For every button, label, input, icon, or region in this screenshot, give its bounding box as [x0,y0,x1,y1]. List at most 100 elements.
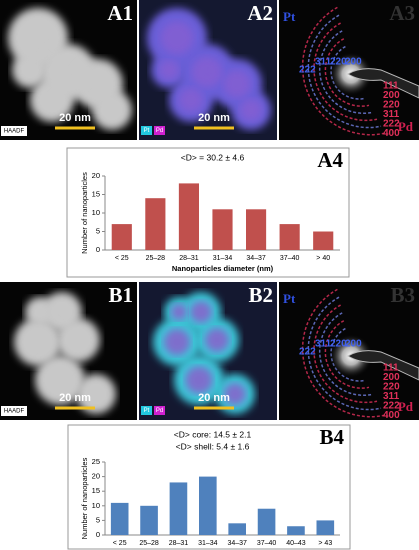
x-tick-label: 31–34 [213,255,233,262]
panel-label: A3 [389,1,415,25]
particle [35,355,85,405]
particle-core [224,383,246,405]
detector-box [1,406,27,416]
bar [313,231,334,250]
x-tick-label: 28–31 [169,540,189,547]
y-axis-label: Number of nanoparticles [80,172,89,254]
image-panel: 20 nm HAADF B1 [0,282,137,420]
y-tick-label: 5 [96,515,100,524]
particle-core [185,366,213,394]
y-tick-label: 10 [92,208,100,217]
chart-title: <D> = 30.2 ± 4.6 [181,152,245,162]
bar [212,209,233,250]
chart-frame [66,147,350,278]
particle [12,52,48,88]
x-tick-label: 25–28 [146,255,166,262]
ring-label: 200 [383,90,400,101]
bar [110,502,129,535]
diffraction-ring [307,14,382,129]
chart-title: <D> core: 14.5 ± 2.1 [174,429,252,439]
y-tick-label: 10 [92,501,100,510]
legend-box [154,406,165,415]
y-tick-label: 15 [92,189,100,198]
particle-core [191,56,223,88]
legend-box [141,126,152,135]
ring-label: 220 [383,100,400,111]
y-tick-label: 15 [92,486,100,495]
x-tick-label: 37–40 [257,540,277,547]
image-panel: 20 nm Pt Pd B2 [139,282,277,420]
particle-core [160,21,194,55]
chart-title: <D> shell: 5.4 ± 1.6 [176,441,250,451]
detector-label: HAADF [4,409,25,415]
element-label: Pt [283,9,296,24]
diffraction-ring [324,38,370,107]
ring-label: 311 [315,339,332,350]
panel-label: A4 [317,148,343,172]
diffraction-ring [330,327,366,382]
x-tick-label: > 43 [318,540,332,547]
particle-core [159,60,179,80]
bar [145,198,166,250]
y-tick-label: 5 [96,226,100,235]
particle [30,78,74,122]
x-tick-label: 40–43 [286,540,306,547]
scale-label: 20 nm [198,112,230,124]
panel-label: B4 [319,425,344,449]
particle-core [190,301,212,323]
diffraction-ring [301,288,386,418]
ring-label: 200 [345,57,362,68]
scale-label: 20 nm [59,392,91,404]
diffraction-ring [301,6,386,136]
bar [178,183,199,250]
y-tick-label: 20 [92,171,100,180]
detector-box [1,126,27,136]
bar [257,508,276,535]
diffraction-ring [324,320,370,389]
ring-label: 220 [330,57,347,68]
beam-stopper [347,68,419,99]
panel-label: B3 [390,283,415,307]
bar [140,505,158,535]
x-tick-label: 34–37 [246,255,266,262]
y-axis-label: Number of nanoparticles [80,457,89,539]
bar [169,482,188,535]
ring-label: 111 [383,81,399,92]
particle [14,318,62,366]
image-panel: 20 nm Pt Pd A2 [139,0,277,140]
ring-label: 311 [315,57,332,68]
x-tick-label: < 25 [113,540,127,547]
image-panel: 20 nm HAADF A1 [0,0,137,140]
detector-label: HAADF [4,129,25,135]
diffraction-ring [313,304,378,404]
legend-label: Pt [144,128,150,134]
bar [287,526,305,535]
bar [228,523,246,535]
diffraction-ring [307,296,382,411]
ring-label: 222 [299,65,316,76]
y-tick-label: 0 [96,245,100,254]
particle-core [178,87,204,113]
y-tick-label: 0 [96,530,100,539]
panel-label: B2 [248,283,273,307]
particle [92,90,132,130]
y-tick-label: 25 [92,457,100,466]
legend-label: Pd [156,408,163,414]
ring-label: 311 [383,109,400,120]
ring-label: 200 [345,339,362,350]
scale-label: 20 nm [59,112,91,124]
particle-core [204,327,230,353]
particle-core [170,303,188,321]
scale-label: 20 nm [198,392,230,404]
panel-label: A1 [107,1,133,25]
bar [199,476,217,535]
diffraction-ring [330,45,366,100]
x-tick-label: > 40 [316,255,330,262]
element-label: Pt [283,291,296,306]
x-tick-label: 25–28 [139,540,159,547]
legend-box [141,406,152,415]
ring-label: 222 [299,347,316,358]
ring-label: 400 [383,410,400,421]
element-label: Pd [398,119,414,134]
